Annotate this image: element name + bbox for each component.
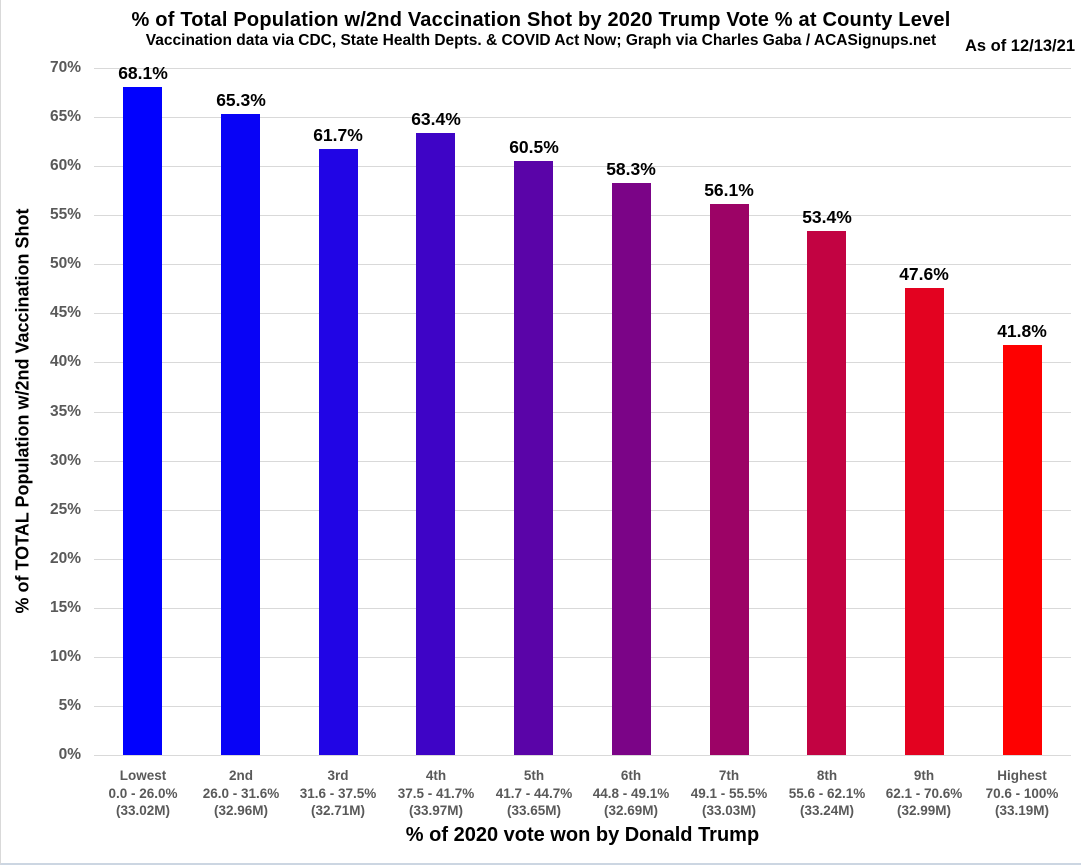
x-tick-population: (33.02M): [115, 803, 171, 818]
x-tick-population: (33.19M): [994, 803, 1050, 818]
bar-value-label: 65.3%: [216, 90, 266, 110]
y-tick-label: 55%: [49, 206, 81, 223]
bar-value-label: 47.6%: [899, 264, 949, 284]
chart-title: % of Total Population w/2nd Vaccination …: [131, 9, 951, 31]
bar-6: [612, 183, 651, 755]
x-tick-label: Highest 70.6 - 100% (33.19M): [957, 767, 1081, 820]
y-tick-label: 20%: [49, 550, 81, 567]
x-tick-population: (33.97M): [408, 803, 464, 818]
x-tick-label: 2nd 26.0 - 31.6% (32.96M): [176, 767, 306, 820]
x-tick-rank: 9th: [913, 768, 935, 783]
x-tick-label: 6th 44.8 - 49.1% (32.69M): [566, 767, 696, 820]
bar-value-label: 56.1%: [704, 180, 754, 200]
bar-value-label: 58.3%: [606, 159, 656, 179]
y-tick-label: 70%: [49, 59, 81, 76]
bar-8: [807, 231, 846, 755]
y-tick-label: 5%: [58, 697, 81, 714]
x-tick-label: 7th 49.1 - 55.5% (33.03M): [664, 767, 794, 820]
bar-3: [319, 149, 358, 755]
x-axis-title: % of 2020 vote won by Donald Trump: [405, 824, 760, 846]
y-tick-label: 40%: [49, 353, 81, 370]
y-tick-label: 30%: [49, 452, 81, 469]
x-tick-rank: 3rd: [327, 768, 349, 783]
y-gridline: [94, 559, 1071, 560]
x-tick-rank: 8th: [816, 768, 838, 783]
y-gridline: [94, 362, 1071, 363]
y-gridline: [94, 313, 1071, 314]
x-tick-population: (32.99M): [896, 803, 952, 818]
y-gridline: [94, 166, 1071, 167]
x-tick-population: (33.65M): [506, 803, 562, 818]
y-tick-label: 25%: [49, 501, 81, 518]
y-gridline: [94, 755, 1071, 756]
bar-value-label: 60.5%: [509, 137, 559, 157]
y-tick-label: 60%: [49, 157, 81, 174]
bar-7: [710, 204, 749, 755]
y-gridline: [94, 608, 1071, 609]
y-gridline: [94, 215, 1071, 216]
x-tick-range: 49.1 - 55.5%: [690, 785, 768, 801]
x-tick-population: (33.24M): [799, 803, 855, 818]
y-gridline: [94, 657, 1071, 658]
chart-subtitle: Vaccination data via CDC, State Health D…: [145, 32, 937, 49]
y-tick-label: 45%: [49, 304, 81, 321]
y-gridline: [94, 510, 1071, 511]
x-tick-label: 8th 55.6 - 62.1% (33.24M): [762, 767, 892, 820]
x-tick-range: 41.7 - 44.7%: [495, 785, 573, 801]
x-tick-range: 70.6 - 100%: [985, 785, 1059, 801]
y-gridline: [94, 117, 1071, 118]
y-tick-label: 35%: [49, 403, 81, 420]
x-tick-population: (32.69M): [603, 803, 659, 818]
y-tick-label: 50%: [49, 255, 81, 272]
bar-value-label: 61.7%: [313, 125, 363, 145]
x-tick-rank: 7th: [718, 768, 740, 783]
y-gridline: [94, 706, 1071, 707]
x-tick-population: (32.71M): [310, 803, 366, 818]
bar-value-label: 41.8%: [997, 321, 1047, 341]
bar-1: [123, 87, 162, 755]
x-tick-label: 4th 37.5 - 41.7% (33.97M): [371, 767, 501, 820]
x-tick-range: 37.5 - 41.7%: [397, 785, 475, 801]
x-tick-range: 0.0 - 26.0%: [108, 785, 178, 801]
x-tick-rank: 4th: [425, 768, 447, 783]
x-tick-population: (32.96M): [213, 803, 269, 818]
bar-value-label: 63.4%: [411, 109, 461, 129]
y-tick-label: 10%: [49, 648, 81, 665]
x-tick-range: 26.0 - 31.6%: [202, 785, 280, 801]
bar-9: [905, 288, 944, 755]
x-tick-range: 31.6 - 37.5%: [299, 785, 377, 801]
x-tick-range: 44.8 - 49.1%: [592, 785, 670, 801]
x-tick-population: (33.03M): [701, 803, 757, 818]
x-tick-rank: 6th: [620, 768, 642, 783]
y-gridline: [94, 264, 1071, 265]
bar-4: [416, 133, 455, 755]
y-gridline: [94, 68, 1071, 69]
x-tick-label: 9th 62.1 - 70.6% (32.99M): [859, 767, 989, 820]
x-tick-rank: 2nd: [228, 768, 253, 783]
x-tick-label: Lowest 0.0 - 26.0% (33.02M): [78, 767, 208, 820]
bar-5: [514, 161, 553, 755]
bar-value-label: 53.4%: [802, 207, 852, 227]
y-gridline: [94, 412, 1071, 413]
x-tick-range: 55.6 - 62.1%: [788, 785, 866, 801]
bar-2: [221, 114, 260, 755]
x-tick-label: 5th 41.7 - 44.7% (33.65M): [469, 767, 599, 820]
x-tick-label: 3rd 31.6 - 37.5% (32.71M): [273, 767, 403, 820]
y-tick-label: 65%: [49, 108, 81, 125]
bar-value-label: 68.1%: [118, 63, 168, 83]
y-gridline: [94, 461, 1071, 462]
x-tick-rank: Highest: [997, 768, 1047, 783]
as-of-date: As of 12/13/21: [964, 37, 1075, 55]
y-tick-label: 0%: [58, 746, 81, 763]
y-tick-label: 15%: [49, 599, 81, 616]
x-tick-rank: Lowest: [119, 768, 167, 783]
bar-10: [1003, 345, 1042, 755]
x-tick-rank: 5th: [523, 768, 545, 783]
x-tick-range: 62.1 - 70.6%: [885, 785, 963, 801]
